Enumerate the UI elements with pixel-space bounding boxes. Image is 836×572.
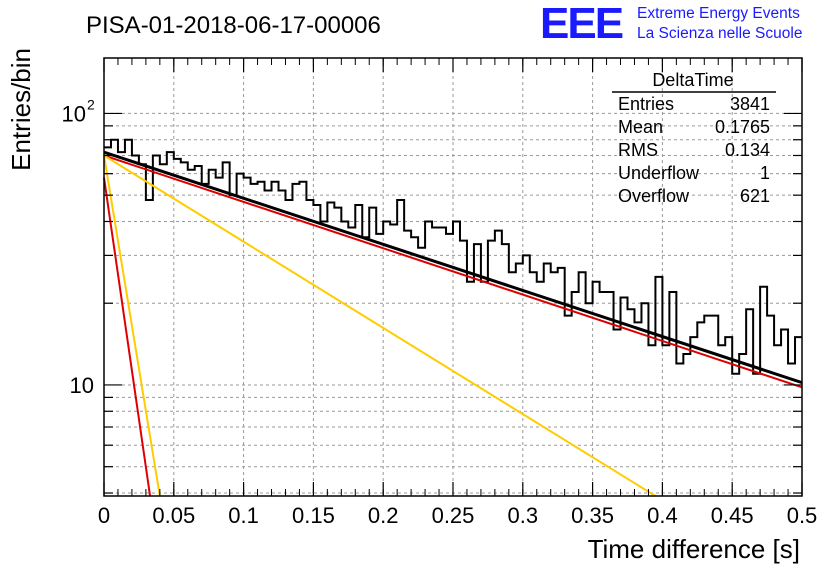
stats-label: RMS bbox=[618, 140, 658, 160]
eee-logo: EEE bbox=[540, 0, 623, 48]
fit-curve bbox=[103, 177, 152, 497]
fit-curve bbox=[103, 155, 161, 497]
x-tick-label: 0.05 bbox=[152, 503, 195, 528]
stats-value: 3841 bbox=[730, 94, 770, 114]
stats-label: Overflow bbox=[618, 186, 690, 206]
stats-label: Mean bbox=[618, 117, 663, 137]
x-tick-label: 0.25 bbox=[432, 503, 475, 528]
x-tick-label: 0.35 bbox=[571, 503, 614, 528]
stats-value: 0.134 bbox=[725, 140, 770, 160]
x-tick-label: 0.2 bbox=[368, 503, 399, 528]
x-tick-label: 0.1 bbox=[228, 503, 259, 528]
grid-lines bbox=[104, 58, 802, 496]
x-tick-label: 0.3 bbox=[508, 503, 539, 528]
plot-title: PISA-01-2018-06-17-00006 bbox=[86, 12, 381, 39]
stats-label: Entries bbox=[618, 94, 674, 114]
stats-value: 621 bbox=[740, 186, 770, 206]
x-tick-label: 0 bbox=[98, 503, 110, 528]
logo-line-2: La Scienza nelle Scuole bbox=[637, 25, 802, 42]
stats-box: DeltaTime Entries 3841 Mean 0.1765 RMS 0… bbox=[612, 70, 776, 206]
fit-curves bbox=[103, 150, 803, 497]
x-tick-label: 0.4 bbox=[647, 503, 678, 528]
fit-curve bbox=[103, 154, 656, 497]
stats-label: Underflow bbox=[618, 163, 700, 183]
y-tick-exponent: 2 bbox=[87, 96, 95, 112]
logo-line-1: Extreme Energy Events bbox=[637, 5, 800, 22]
y-tick-label: 10 bbox=[70, 373, 94, 398]
histogram-line bbox=[104, 138, 802, 375]
x-tick-label: 0.45 bbox=[711, 503, 754, 528]
y-tick-label: 10 bbox=[62, 101, 86, 126]
x-tick-label: 0.15 bbox=[292, 503, 335, 528]
y-axis-label: Entries/bin bbox=[6, 48, 36, 171]
fit-curve bbox=[103, 150, 803, 385]
axes: 0 0.05 0.1 0.15 0.2 0.25 0.3 0.35 0.4 0.45 0.51010… bbox=[62, 57, 818, 528]
histogram bbox=[104, 138, 802, 375]
stats-value: 1 bbox=[760, 163, 770, 183]
stats-value: 0.1765 bbox=[715, 117, 770, 137]
x-tick-label: 0.5 bbox=[787, 503, 818, 528]
stats-title: DeltaTime bbox=[652, 70, 733, 90]
x-axis-label: Time difference [s] bbox=[588, 534, 800, 564]
fit-curve bbox=[103, 154, 803, 389]
